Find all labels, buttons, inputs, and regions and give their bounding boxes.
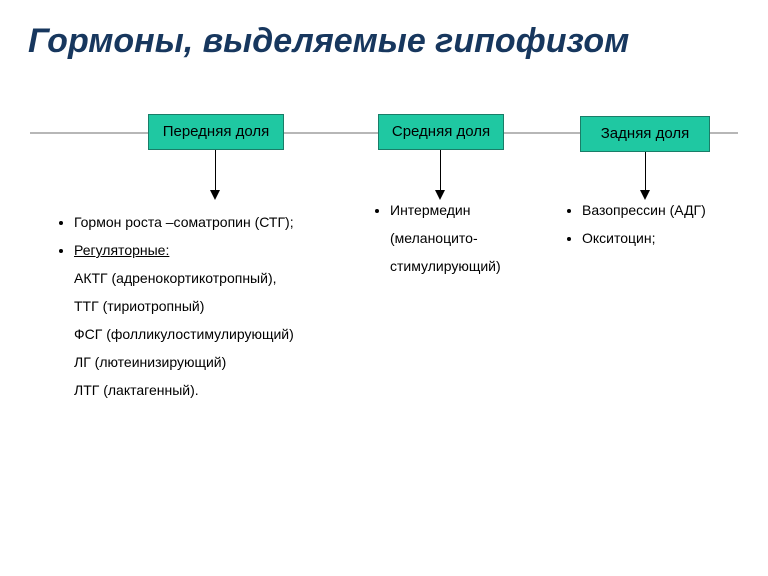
box-middle: Средняя доля (378, 114, 504, 150)
arrow-back-line (645, 152, 646, 190)
list-back: Вазопрессин (АДГ)Окситоцин; (570, 196, 750, 252)
arrow-front-head (210, 190, 220, 200)
box-back-label: Задняя доля (601, 126, 690, 143)
list-item: Вазопрессин (АДГ) (582, 196, 750, 224)
list-item: ТТГ (тириотропный) (74, 292, 332, 320)
list-middle: Интермедин (меланоцито-стимулирующий) (378, 196, 558, 280)
list-item: ЛГ (лютеинизирующий) (74, 348, 332, 376)
list-item: ФСГ (фолликулостимулирующий) (74, 320, 332, 348)
box-front-label: Передняя доля (163, 124, 270, 141)
list-item: Гормон роста –соматропин (СТГ); (74, 208, 332, 236)
box-front: Передняя доля (148, 114, 284, 150)
list-item: Интермедин (меланоцито-стимулирующий) (390, 196, 558, 280)
arrow-middle-line (440, 150, 441, 190)
slide-title: Гормоны, выделяемые гипофизом (28, 22, 629, 61)
box-back: Задняя доля (580, 116, 710, 152)
box-middle-label: Средняя доля (392, 124, 490, 141)
list-front: Гормон роста –соматропин (СТГ);Регулятор… (62, 208, 332, 404)
list-item: АКТГ (адренокортикотропный), (74, 264, 332, 292)
arrow-front-line (215, 150, 216, 190)
list-item: Регуляторные: (74, 236, 332, 264)
list-item: ЛТГ (лактагенный). (74, 376, 332, 404)
list-item: Окситоцин; (582, 224, 750, 252)
